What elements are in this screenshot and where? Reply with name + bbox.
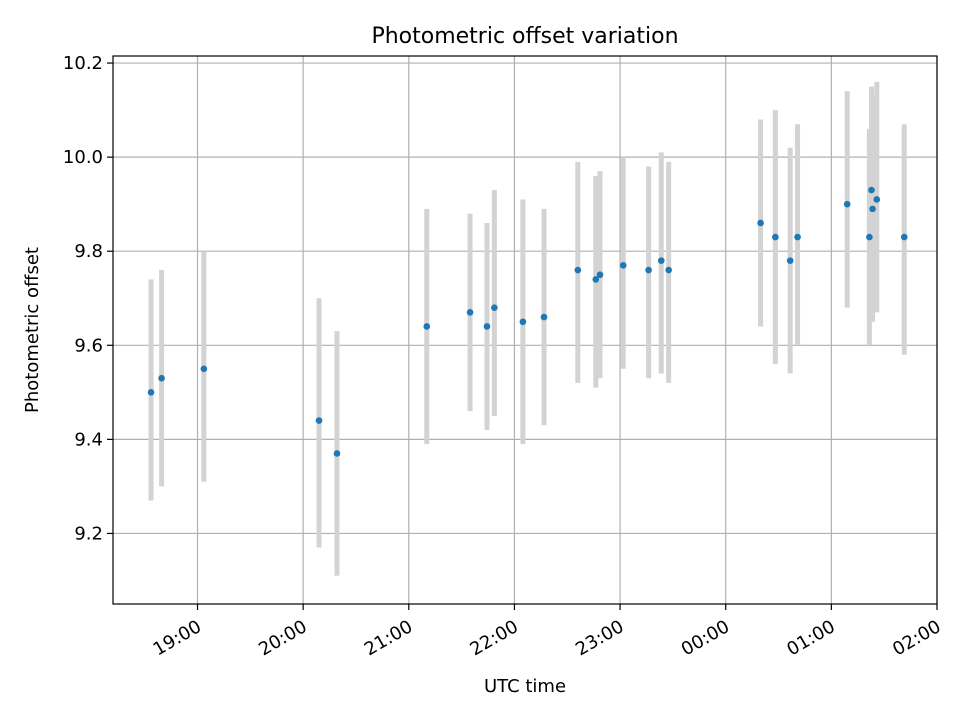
data-points — [147, 186, 908, 457]
data-point — [423, 323, 431, 330]
data-point — [843, 200, 851, 208]
y-axis-label: Photometric offset — [22, 247, 43, 413]
data-point — [645, 266, 652, 274]
data-point — [873, 196, 881, 203]
data-point — [491, 304, 498, 311]
data-point — [592, 276, 600, 283]
plot-frame — [112, 55, 938, 605]
chart-title: Photometric offset variation — [371, 24, 678, 49]
data-point — [466, 309, 474, 316]
data-point — [786, 257, 794, 264]
data-point — [868, 186, 875, 194]
data-point — [574, 266, 582, 274]
data-point — [900, 233, 908, 241]
data-point — [483, 323, 491, 330]
y-tick-label: 9.4 — [74, 429, 103, 450]
data-point — [147, 389, 155, 396]
data-point — [657, 257, 665, 264]
data-point — [619, 262, 627, 269]
data-point — [519, 318, 527, 326]
data-point — [333, 450, 341, 457]
data-point — [866, 233, 873, 241]
data-point — [315, 417, 323, 424]
y-tick-label: 9.8 — [74, 241, 103, 262]
x-axis-label: UTC time — [484, 676, 566, 697]
data-point — [757, 219, 764, 227]
y-axis-ticks: 9.2 9.4 9.6 9.8 10.0 10.2 — [63, 53, 113, 544]
data-point — [665, 266, 672, 274]
data-point — [200, 365, 208, 373]
y-tick-label: 10.0 — [63, 147, 103, 168]
y-tick-label: 9.2 — [74, 523, 103, 544]
data-point — [772, 233, 779, 241]
data-point — [158, 374, 165, 382]
data-point — [596, 271, 604, 279]
y-tick-label: 9.6 — [74, 335, 103, 356]
data-point — [869, 205, 876, 213]
y-tick-label: 10.2 — [63, 53, 103, 74]
data-point — [794, 233, 801, 241]
data-point — [540, 313, 548, 321]
